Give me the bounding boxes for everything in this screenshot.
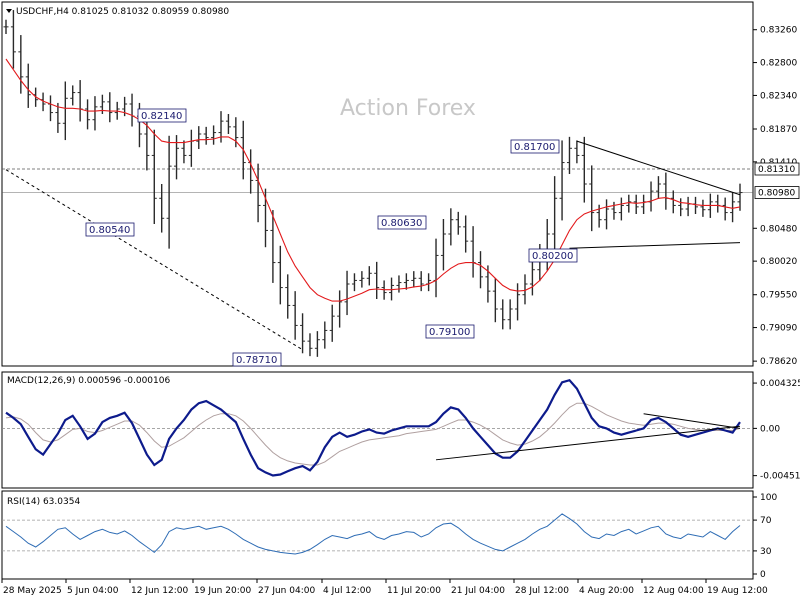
y-tick-label: 0.78620	[760, 357, 797, 367]
rsi-y-tick-label: 0	[760, 570, 766, 580]
x-tick-label: 19 Aug 12:00	[707, 586, 768, 596]
annotation-box	[510, 139, 560, 154]
x-tick-label: 5 Jun 04:00	[67, 586, 119, 596]
x-tick-label: 4 Jul 12:00	[323, 586, 372, 596]
macd-trendline-1	[643, 413, 741, 429]
macd-plot-layer	[2, 378, 753, 477]
macd-y-tick-label: 0.00	[760, 424, 780, 434]
y-tick-label: 0.79550	[760, 291, 797, 301]
x-tick-label: 27 Jun 04:00	[258, 586, 315, 596]
collapse-triangle-icon[interactable]	[6, 9, 12, 13]
x-tick-label: 12 Jun 12:00	[131, 586, 188, 596]
trendline-2	[569, 242, 741, 249]
annotation-box	[528, 248, 578, 263]
rsi-title: RSI(14) 63.0354	[7, 497, 80, 507]
main-header: USDCHF,H4 0.81025 0.81032 0.80959 0.8098…	[16, 7, 229, 17]
macd-line	[5, 378, 741, 477]
annotation-label: 0.78710	[236, 355, 277, 366]
annotation-box	[232, 352, 282, 367]
trendline-0	[5, 169, 303, 351]
x-tick-label: 12 Aug 04:00	[643, 586, 704, 596]
x-tick-label: 19 Jun 20:00	[194, 586, 251, 596]
annotation-label: 0.80630	[381, 218, 422, 229]
macd-y-tick-label: 0.004325	[760, 379, 800, 389]
main-plot-layer: 0.82140 0.80540 0.78710 0.80630 0.79100 0.817…	[2, 10, 753, 367]
y-tick-label: 0.81870	[760, 125, 797, 135]
price-tag-label: 0.80980	[758, 189, 795, 199]
annotation-label: 0.82140	[141, 111, 182, 122]
rsi-panel-frame	[1, 490, 754, 580]
y-tick-label: 0.80480	[760, 224, 797, 234]
price-tag-label: 0.81310	[758, 165, 795, 175]
annotation-box	[85, 222, 135, 237]
rsi-y-tick-label: 100	[760, 493, 777, 503]
x-tick-label: 4 Aug 20:00	[579, 586, 634, 596]
price-tag-box	[754, 186, 800, 199]
watermark: Action Forex	[340, 96, 476, 121]
trendline-1	[576, 140, 741, 196]
rsi-plot-layer	[2, 513, 753, 555]
rsi-y-tick-label: 30	[760, 547, 772, 557]
y-tick-label: 0.79090	[760, 324, 797, 334]
rsi-line	[5, 513, 741, 555]
y-tick-label: 0.82340	[760, 91, 797, 101]
x-tick-label: 11 Jul 20:00	[387, 586, 441, 596]
macd-panel-frame	[1, 371, 754, 489]
y-tick-label: 0.83260	[760, 26, 797, 36]
y-tick-label: 0.80020	[760, 257, 797, 267]
macd-trendline-0	[435, 425, 741, 461]
macd-title: MACD(12,26,9) 0.000596 -0.000106	[7, 376, 170, 386]
x-tick-label: 21 Jul 04:00	[451, 586, 505, 596]
rsi-y-tick-label: 70	[760, 516, 772, 526]
axes-layer: 0.832600.828000.823400.818700.814100.804…	[1, 26, 800, 596]
signal-line	[5, 402, 741, 466]
annotation-label: 0.80540	[89, 225, 130, 236]
sma-line	[5, 58, 741, 302]
price-tag-box	[754, 162, 800, 176]
annotation-label: 0.79100	[429, 327, 470, 338]
annotation-box	[377, 215, 427, 230]
annotation-box	[137, 108, 187, 123]
annotation-box	[425, 324, 475, 339]
x-tick-label: 28 Jul 12:00	[515, 586, 569, 596]
y-tick-label: 0.82800	[760, 59, 797, 69]
annotation-label: 0.81700	[514, 142, 555, 153]
main-panel-frame	[1, 1, 754, 367]
annotation-label: 0.80200	[532, 251, 573, 262]
x-tick-label: 28 May 2025	[3, 586, 62, 596]
